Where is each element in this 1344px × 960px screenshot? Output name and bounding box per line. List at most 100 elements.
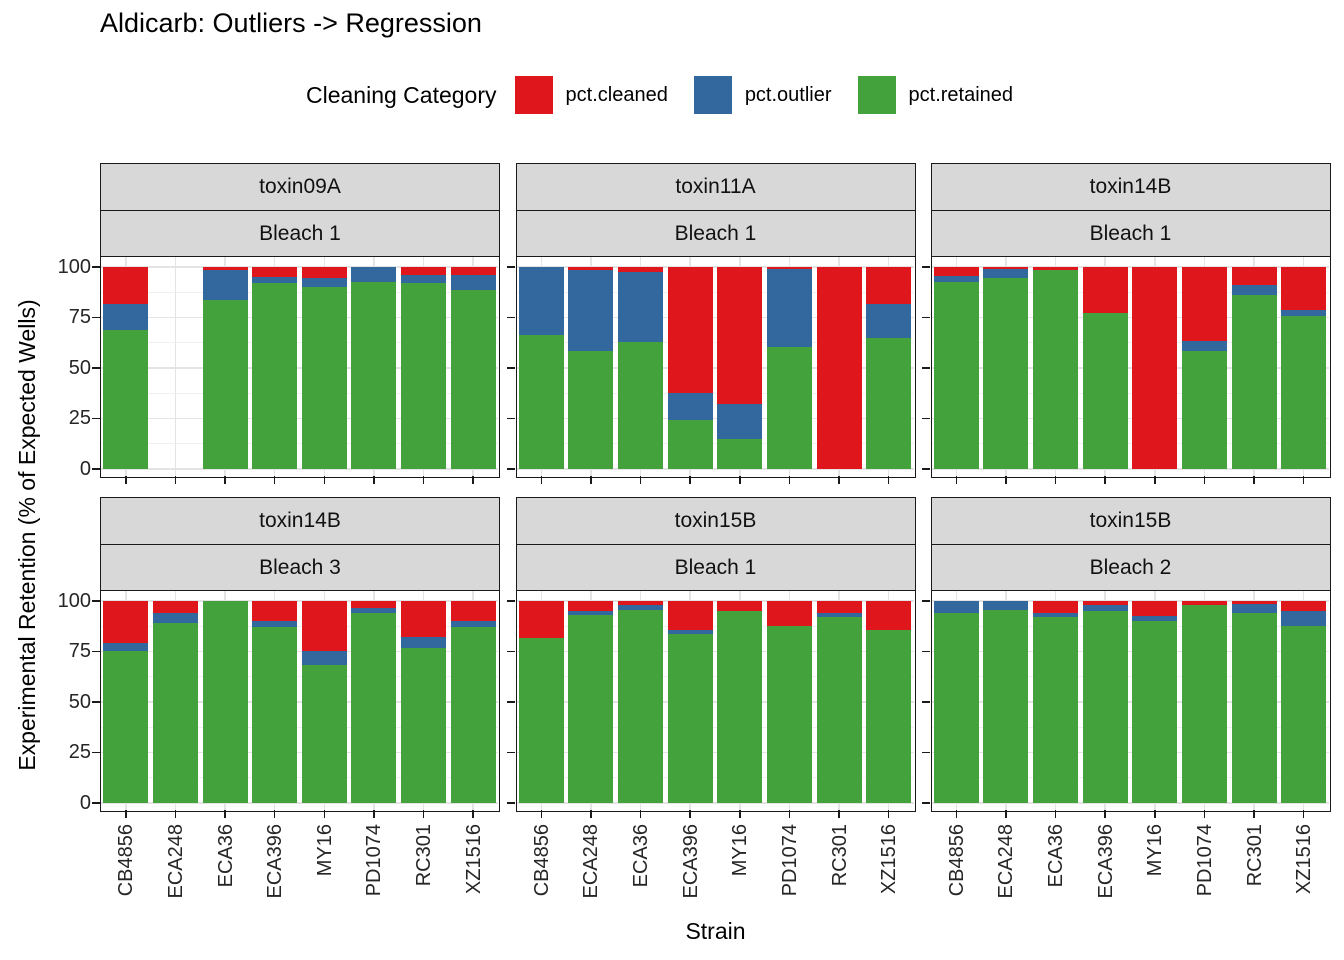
- facet-strip-bleach: Bleach 1: [515, 543, 916, 592]
- bar-CB4856: [518, 266, 564, 469]
- y-axis-title: Experimental Retention (% of Expected We…: [14, 299, 40, 771]
- x-tick-mark: [1154, 810, 1156, 818]
- bar-segment-retained: [568, 615, 614, 803]
- panel: [507, 590, 916, 818]
- bar-segment-retained: [1281, 626, 1327, 803]
- x-tick-mark: [639, 810, 642, 818]
- y-tick-mark: [91, 600, 100, 602]
- bar-segment-retained: [933, 282, 979, 469]
- x-tick-label-ECA248: ECA248: [580, 823, 603, 899]
- x-tick-mark: [125, 810, 127, 818]
- y-tick-label: 50: [68, 690, 91, 713]
- bar-PD1074: [351, 600, 397, 803]
- x-tick-mark: [1302, 476, 1305, 484]
- bar-segment-outlier: [1181, 340, 1227, 351]
- x-tick-label-ECA248: ECA248: [164, 823, 187, 899]
- x-tick-mark: [590, 810, 592, 818]
- x-tick-mark: [689, 810, 691, 818]
- gridline-x: [174, 257, 177, 476]
- x-tick-mark: [887, 476, 890, 484]
- bar-segment-cleaned: [1281, 266, 1327, 311]
- bar-segment-outlier: [667, 393, 713, 421]
- facet-toxin15B-bleach1: toxin15B Bleach 1 CB4856 ECA248 ECA36 ECA396 M…: [507, 497, 916, 898]
- y-tick-mark: [922, 417, 930, 420]
- bar-segment-cleaned: [450, 266, 496, 275]
- x-tick-mark: [838, 810, 840, 818]
- x-tick-label-PD1074: PD1074: [1193, 823, 1216, 896]
- y-tick-mark: [507, 468, 515, 470]
- y-tick-label: 50: [68, 356, 91, 379]
- gridline-y-major: [516, 367, 914, 369]
- x-tick-mark: [323, 476, 326, 484]
- bar-segment-cleaned: [103, 266, 149, 305]
- gridline-y-major: [931, 650, 1329, 653]
- chart-title: Aldicarb: Outliers -> Regression: [100, 8, 482, 38]
- gridline-y-major: [516, 316, 914, 319]
- bar-segment-outlier: [252, 621, 298, 628]
- bar-segment-retained: [618, 341, 664, 469]
- y-tick-mark: [922, 751, 930, 754]
- gridline-y-minor: [931, 342, 1329, 344]
- bar-segment-retained: [401, 648, 447, 803]
- gridline-y-minor: [516, 392, 914, 394]
- bar-MY16: [301, 266, 347, 469]
- y-tick-label: 100: [57, 589, 91, 612]
- bar-segment-cleaned: [202, 266, 248, 270]
- bar-segment-retained: [983, 609, 1029, 803]
- gridline-y-major: [931, 751, 1329, 754]
- gridline-y-major: [931, 266, 1329, 268]
- bar-segment-outlier: [933, 275, 979, 283]
- x-tick-label-XZ1516: XZ1516: [462, 823, 485, 894]
- x-tick-mark: [955, 476, 958, 484]
- facet-grid: toxin09A Bleach 1 0 25 50 75 100 toxin11A Bleach…: [58, 163, 1331, 898]
- bar-segment-outlier: [1033, 613, 1079, 618]
- y-tick-mark: [91, 751, 100, 754]
- bar-segment-retained: [518, 334, 564, 469]
- panel: 0 25 50 75 100: [58, 256, 500, 484]
- x-tick-label-RC301: RC301: [413, 823, 436, 886]
- x-tick-mark: [540, 810, 543, 818]
- bar-ECA36: [202, 266, 248, 469]
- y-tick-mark: [507, 701, 515, 703]
- y-tick-label: 75: [68, 306, 91, 329]
- bar-RC301: [401, 600, 447, 803]
- bar-ECA36: [618, 600, 664, 803]
- bar-ECA36: [1033, 266, 1079, 469]
- x-tick-label-ECA396: ECA396: [679, 823, 702, 899]
- bar-segment-cleaned: [1033, 600, 1079, 613]
- bar-XZ1516: [1281, 266, 1327, 469]
- bar-XZ1516: [866, 600, 912, 803]
- bar-segment-outlier: [717, 404, 763, 439]
- facet-toxin09A-bleach1: toxin09A Bleach 1 0 25 50 75 100: [58, 163, 500, 484]
- bar-segment-retained: [450, 627, 496, 803]
- x-tick-mark: [1005, 476, 1007, 484]
- bar-segment-retained: [667, 634, 713, 803]
- bar-segment-cleaned: [618, 266, 664, 272]
- gridline-y-minor: [931, 726, 1329, 728]
- x-tick-label-ECA396: ECA396: [264, 823, 287, 899]
- bar-segment-outlier: [351, 607, 397, 613]
- bar-segment-cleaned: [717, 600, 763, 611]
- bar-segment-outlier: [351, 266, 397, 283]
- bar-segment-retained: [1231, 295, 1277, 469]
- x-tick-label-CB4856: CB4856: [945, 823, 968, 896]
- bar-ECA36: [202, 600, 248, 803]
- y-tick-mark: [91, 367, 100, 369]
- bar-CB4856: [933, 600, 979, 803]
- y-tick-mark: [922, 367, 930, 369]
- bar-segment-cleaned: [103, 600, 149, 644]
- x-tick-mark: [838, 476, 840, 484]
- bar-segment-retained: [252, 283, 298, 469]
- bar-segment-cleaned: [568, 266, 614, 270]
- bar-segment-outlier: [1132, 616, 1178, 622]
- x-tick-label-MY16: MY16: [1144, 823, 1167, 876]
- x-tick-mark: [224, 810, 226, 818]
- facet-strip-toxin: toxin14B: [100, 497, 500, 545]
- bar-RC301: [1231, 600, 1277, 803]
- facet-strip-toxin: toxin09A: [100, 163, 500, 211]
- y-tick-mark: [91, 802, 100, 804]
- bar-RC301: [1231, 266, 1277, 469]
- x-tick-mark: [540, 476, 543, 484]
- bar-ECA396: [1082, 600, 1128, 803]
- bar-ECA396: [667, 600, 713, 803]
